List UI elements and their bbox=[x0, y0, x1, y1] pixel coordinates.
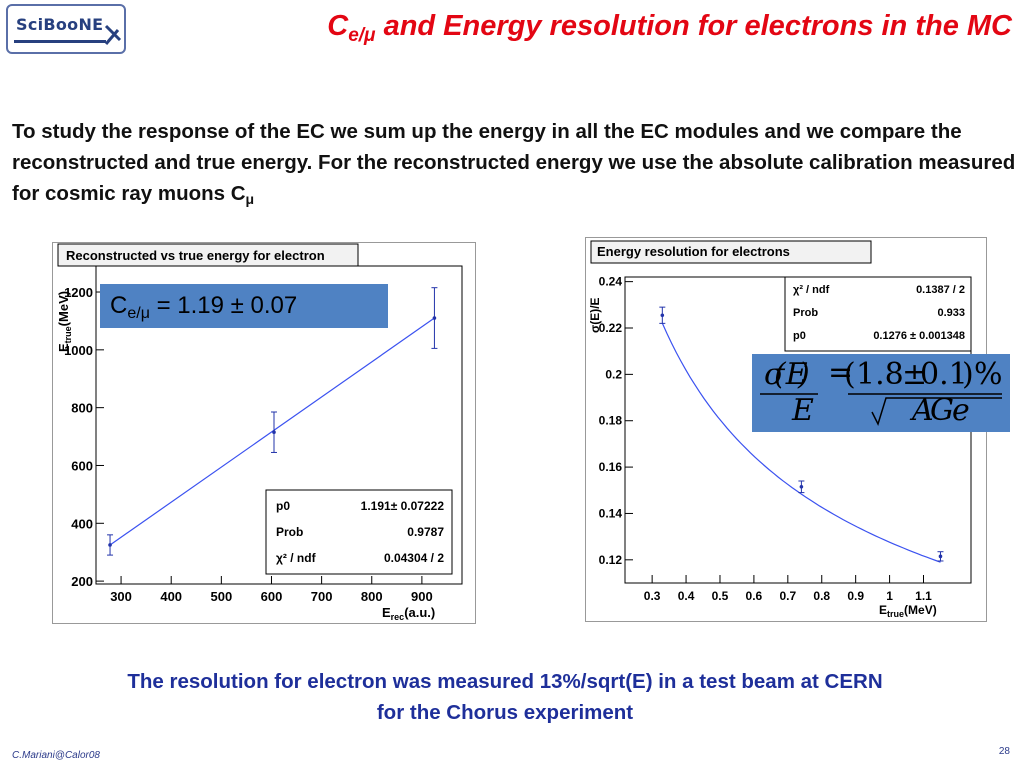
svg-text:0.1: 0.1 bbox=[920, 357, 968, 392]
svg-text:): ) bbox=[962, 357, 974, 392]
chart1-xtick-label: 500 bbox=[210, 589, 232, 604]
chart1-title-box bbox=[57, 243, 359, 267]
intro-paragraph: To study the response of the EC we sum u… bbox=[12, 116, 1016, 211]
chart1-ytick-label: 1200 bbox=[64, 285, 93, 300]
chart2-stat-label: χ² / ndf bbox=[793, 284, 830, 296]
chart1-ytick-label: 1000 bbox=[64, 343, 93, 358]
svg-text:=: = bbox=[828, 355, 853, 390]
footer-author: C.Mariani@Calor08 bbox=[12, 750, 100, 761]
chart2-stat-value: 0.1276 ± 0.001348 bbox=[873, 330, 965, 342]
chart2-xtick-label: 0.6 bbox=[746, 589, 763, 603]
chart1-xtick-label: 600 bbox=[261, 589, 283, 604]
chart1-ytick-label: 800 bbox=[71, 401, 93, 416]
chart2-xtick-label: 0.3 bbox=[644, 589, 661, 603]
svg-text:E: E bbox=[791, 393, 814, 428]
chart2-xtick-label: 0.7 bbox=[779, 589, 796, 603]
chart2-stat-value: 0.933 bbox=[937, 307, 965, 319]
chart1-ylabel: Etrue(MeV) bbox=[56, 291, 73, 352]
chart2-ytick-label: 0.22 bbox=[599, 321, 623, 335]
chart1-title: Reconstructed vs true energy for electro… bbox=[66, 248, 325, 263]
chart2-point bbox=[938, 554, 943, 559]
note-line-2: for the Chorus experiment bbox=[376, 701, 634, 724]
chart2-ytick-label: 0.24 bbox=[599, 275, 623, 289]
title-rest: and Energy resolution for electrons in t… bbox=[375, 10, 1012, 42]
chart2-xtick-label: 1 bbox=[886, 589, 893, 603]
chart1-stat-value: 0.9787 bbox=[407, 525, 444, 539]
chart2-xtick-label: 0.4 bbox=[678, 589, 695, 603]
chart2-stat-label: p0 bbox=[793, 330, 806, 342]
chart1-xtick-label: 700 bbox=[311, 589, 333, 604]
intro-text: To study the response of the EC we sum u… bbox=[12, 120, 1016, 205]
svg-text:1.8: 1.8 bbox=[856, 357, 904, 392]
chart1-point bbox=[272, 430, 276, 435]
calibration-label: C bbox=[110, 292, 128, 319]
chart1-point bbox=[432, 316, 437, 320]
chart1-xtick-label: 300 bbox=[110, 589, 132, 604]
chart2-ytick-label: 0.2 bbox=[605, 367, 622, 381]
chart1-ytick-label: 600 bbox=[71, 458, 93, 473]
bottom-note: The resolution for electron was measured… bbox=[10, 666, 1000, 728]
chart1-xlabel: Erec(a.u.) bbox=[382, 605, 435, 622]
svg-text:σ: σ bbox=[764, 357, 786, 392]
chart2-ytick-label: 0.18 bbox=[599, 414, 623, 428]
svg-text:A: A bbox=[909, 393, 934, 428]
svg-text:±: ± bbox=[902, 357, 927, 392]
chart2-point bbox=[799, 484, 804, 489]
svg-text:): ) bbox=[797, 357, 810, 392]
logo-underline bbox=[14, 40, 106, 43]
chart1-ytick-label: 400 bbox=[71, 516, 93, 531]
chart2-stat-label: Prob bbox=[793, 307, 818, 319]
chart1-stat-label: χ² / ndf bbox=[276, 551, 317, 565]
title-c: C bbox=[327, 10, 349, 42]
svg-text:(E: (E bbox=[774, 357, 808, 392]
calibration-subscript: e/μ bbox=[127, 305, 150, 322]
chart1-stat-value: 1.191± 0.07222 bbox=[361, 499, 445, 513]
chart2-point bbox=[660, 313, 665, 318]
chart2-ytick-label: 0.14 bbox=[599, 506, 623, 520]
svg-text:G: G bbox=[930, 393, 954, 428]
chart1-stat-label: Prob bbox=[276, 525, 303, 539]
note-line-1: The resolution for electron was measured… bbox=[127, 670, 883, 693]
chart2-stat-value: 0.1387 / 2 bbox=[916, 284, 965, 296]
page-number: 28 bbox=[998, 746, 1010, 757]
calibration-box: Ce/μ = 1.19 ± 0.07 bbox=[100, 284, 388, 328]
chart1-ytick-label: 200 bbox=[71, 574, 93, 589]
svg-text:e: e bbox=[952, 393, 970, 428]
chart1-point bbox=[108, 543, 112, 547]
logo-arrow-icon bbox=[104, 24, 122, 45]
chart2-title: Energy resolution for electrons bbox=[597, 244, 790, 259]
chart2-stats-box bbox=[784, 276, 972, 352]
chart2-fit-curve bbox=[661, 322, 941, 563]
svg-text:%: % bbox=[974, 357, 1003, 392]
chart2-xlabel: Etrue(MeV) bbox=[879, 603, 937, 619]
chart1-stats-box bbox=[265, 489, 453, 575]
formula-graphic: σ(E) = (1.8 ±0.1 )% E AGe bbox=[760, 355, 1003, 428]
slide-title: Ce/μ and Energy resolution for electrons… bbox=[327, 10, 1012, 46]
title-subscript: e/μ bbox=[348, 25, 376, 46]
chart1-stat-label: p0 bbox=[276, 499, 290, 513]
chart1-xtick-label: 400 bbox=[160, 589, 182, 604]
chart1-xtick-label: 900 bbox=[411, 589, 433, 604]
chart2-xtick-label: 0.8 bbox=[813, 589, 830, 603]
chart1-stat-value: 0.04304 / 2 bbox=[384, 551, 444, 565]
chart2-ylabel: σ(E)/E bbox=[588, 297, 602, 333]
chart2-ytick-label: 0.12 bbox=[599, 553, 623, 567]
sciboone-logo: SciBooNE bbox=[6, 4, 126, 54]
chart2-xtick-label: 0.5 bbox=[712, 589, 729, 603]
calibration-value: = 1.19 ± 0.07 bbox=[149, 292, 298, 319]
chart1-fit-line bbox=[109, 317, 435, 546]
chart2-ytick-label: 0.16 bbox=[599, 460, 623, 474]
svg-text:(: ( bbox=[844, 357, 856, 392]
chart2-xtick-label: 1.1 bbox=[915, 589, 932, 603]
chart2-title-box bbox=[590, 240, 872, 264]
logo-text: SciBooNE bbox=[16, 15, 104, 34]
chart1-xtick-label: 800 bbox=[361, 589, 383, 604]
intro-subscript: μ bbox=[245, 191, 255, 207]
chart2-xtick-label: 0.9 bbox=[847, 589, 864, 603]
